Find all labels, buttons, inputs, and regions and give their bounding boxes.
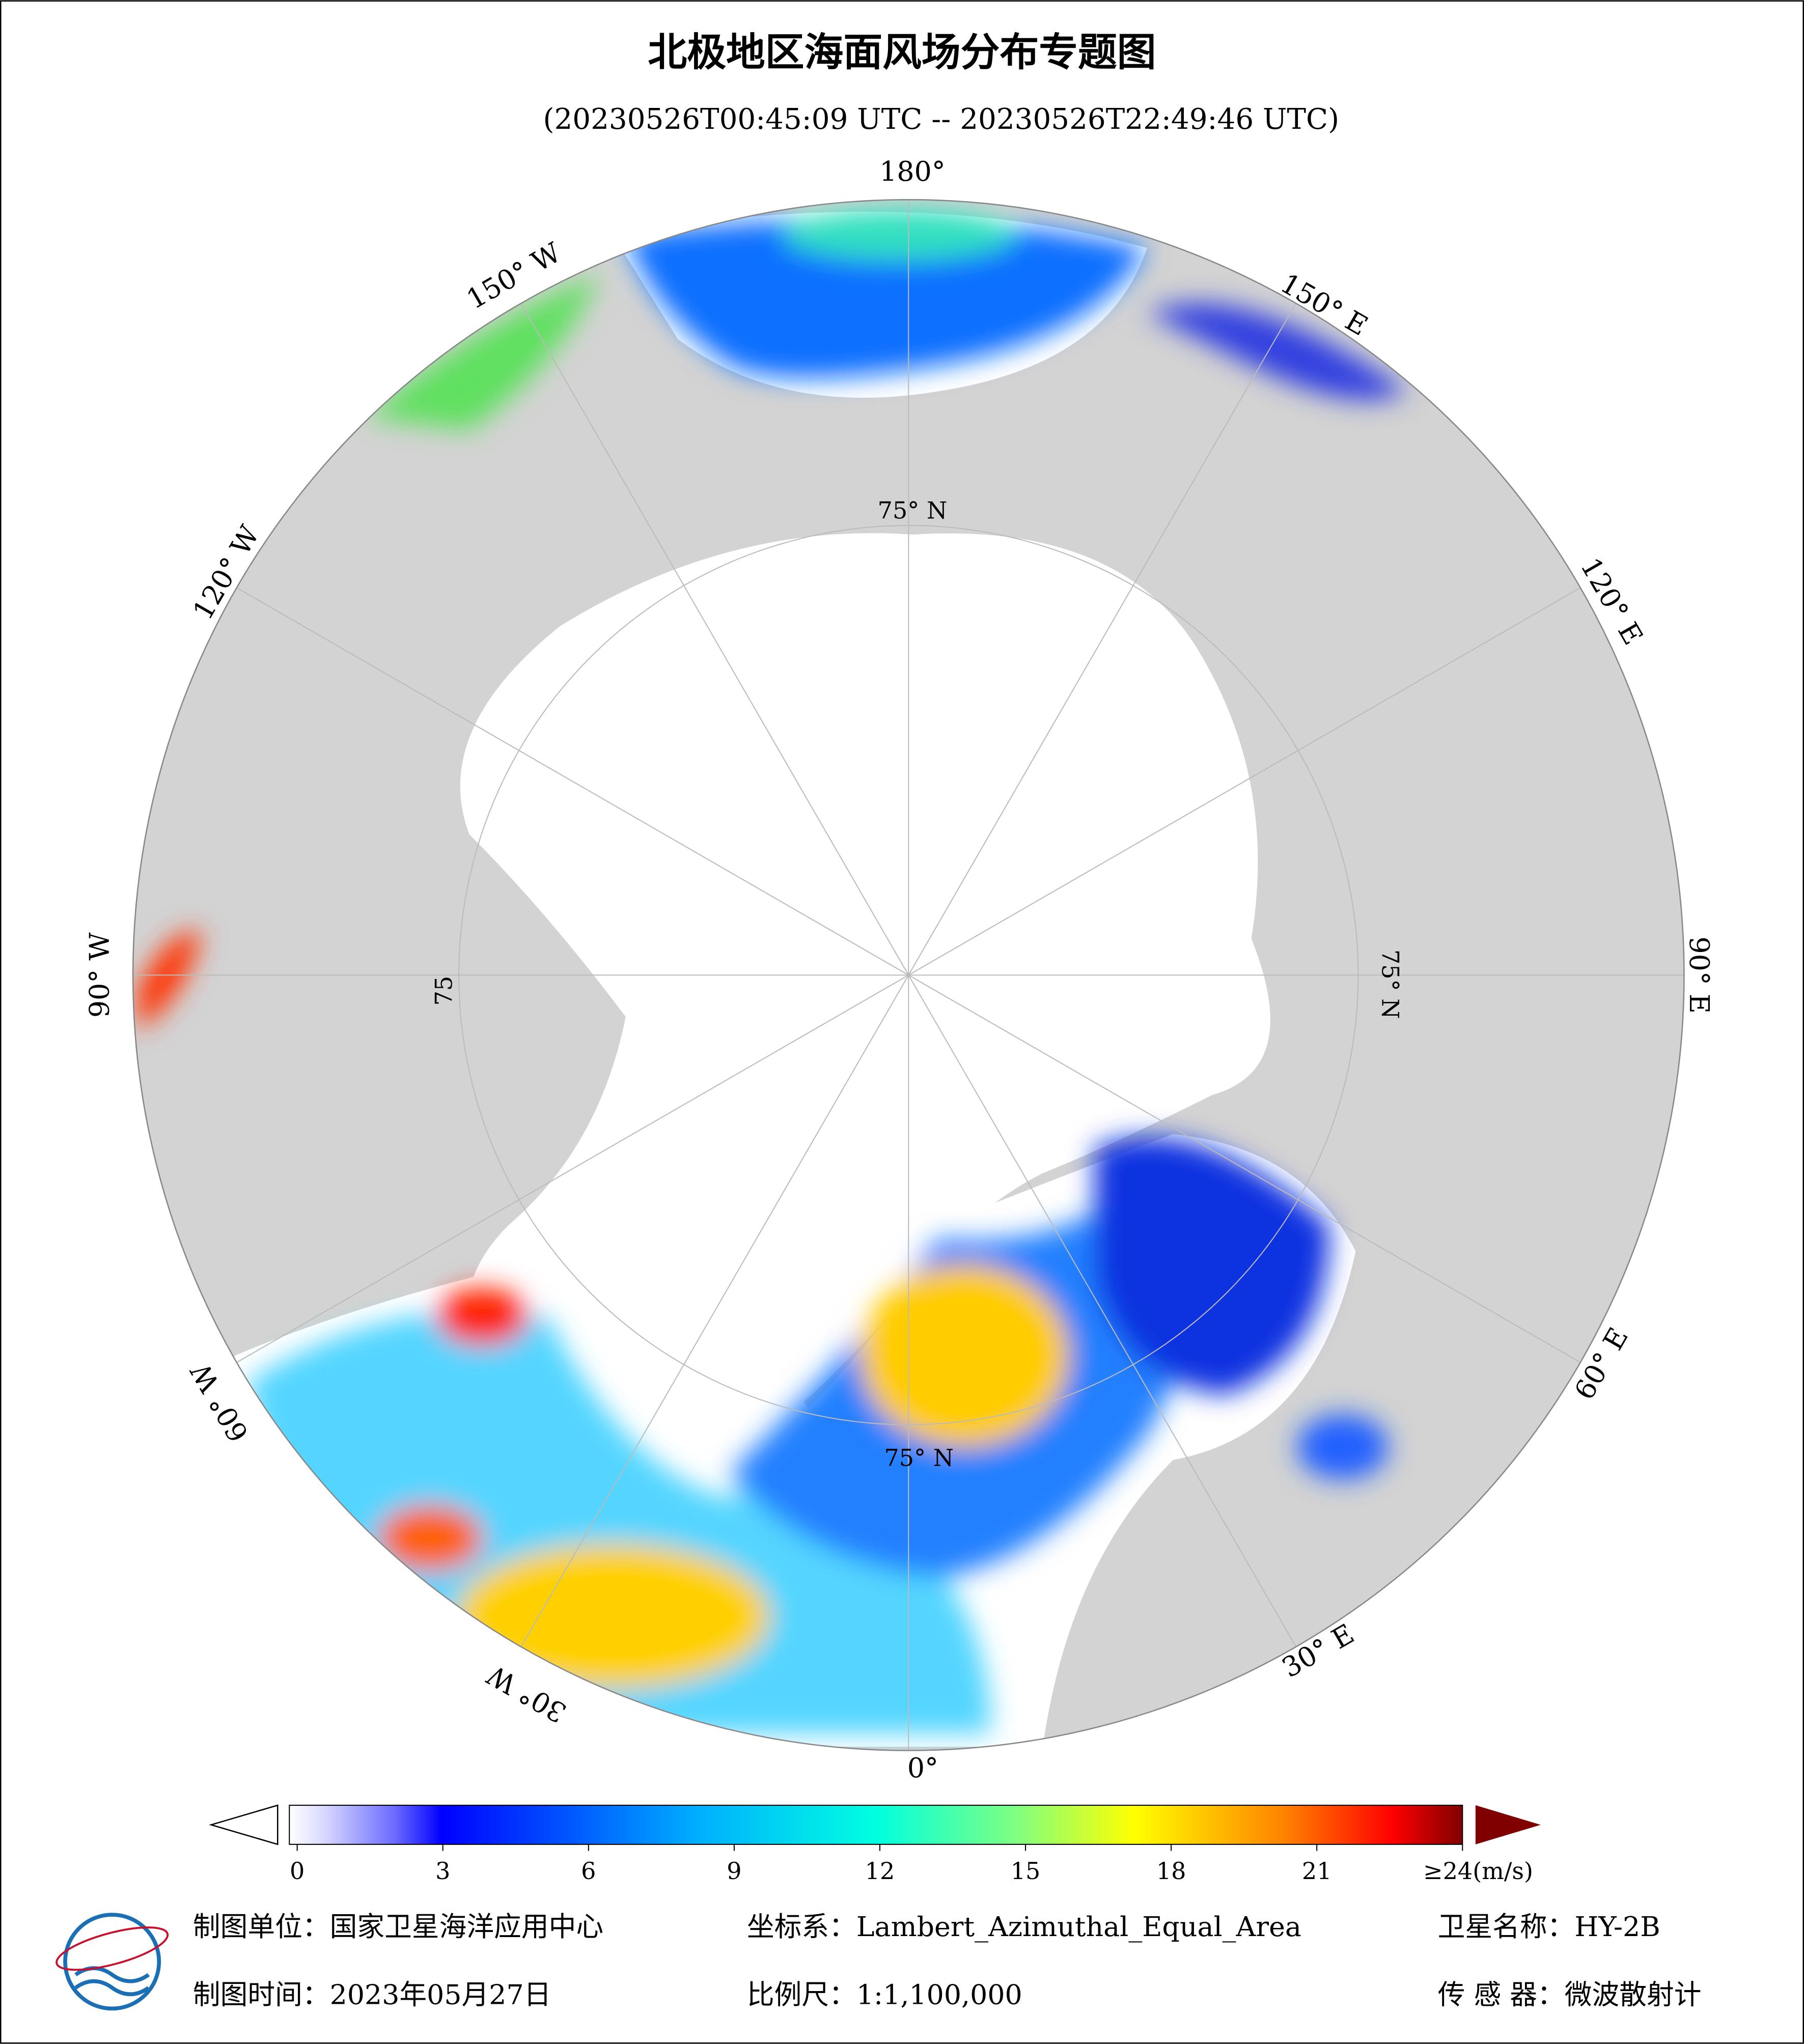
- lon-label: 90° E: [1683, 937, 1715, 1014]
- footer-text: 比例尺：1:1,100,000: [747, 1978, 1022, 2010]
- lat-label: 75° N: [884, 1444, 954, 1472]
- footer-text: 坐标系：Lambert_Azimuthal_Equal_Area: [747, 1911, 1301, 1943]
- title: 北极地区海面风场分布专题图: [648, 30, 1156, 75]
- graticule: [133, 200, 1684, 1751]
- lon-label: 180°: [879, 155, 945, 187]
- colorbar-tick-label: 15: [1011, 1857, 1041, 1885]
- colorbar-tick-label: 0: [290, 1857, 304, 1885]
- footer-text: 卫星名称：HY-2B: [1438, 1911, 1660, 1943]
- colorbar-tick-label: 12: [865, 1857, 895, 1885]
- lat-label: 75° N: [878, 497, 948, 524]
- footer-text: 制图时间：2023年05月27日: [193, 1978, 551, 2010]
- colorbar-tick-label: 9: [727, 1857, 741, 1885]
- lon-label: 0°: [907, 1752, 938, 1784]
- colorbar-min-arrow: [209, 1804, 279, 1845]
- colorbar: 0 3 6 9 12 15 18 21 ≥24(m/s): [209, 1804, 1541, 1885]
- sea-ice: [460, 533, 1270, 1460]
- lon-label: 90° W: [84, 932, 116, 1018]
- logo: [55, 1913, 169, 2011]
- footer-text: 制图单位：国家卫星海洋应用中心: [193, 1911, 603, 1943]
- colorbar-tick-label: 18: [1156, 1857, 1186, 1885]
- subtitle: (20230526T00:45:09 UTC -- 20230526T22:49…: [543, 103, 1340, 136]
- lat-label: 75: [430, 976, 458, 1006]
- colorbar-tick-label: 21: [1302, 1857, 1332, 1885]
- lat-label: 75° N: [1376, 949, 1404, 1019]
- colorbar-max-arrow: [1475, 1805, 1541, 1844]
- colorbar-tick-label: 6: [581, 1857, 596, 1885]
- colorbar-bar: [289, 1805, 1463, 1845]
- map: [133, 200, 1684, 1751]
- colorbar-tick-label: ≥24(m/s): [1423, 1857, 1533, 1885]
- colorbar-tick-label: 3: [435, 1857, 450, 1885]
- footer-text: 传 感 器：微波散射计: [1438, 1978, 1702, 2010]
- map-border: [132, 199, 1685, 1751]
- wind-field: [136, 209, 1408, 1734]
